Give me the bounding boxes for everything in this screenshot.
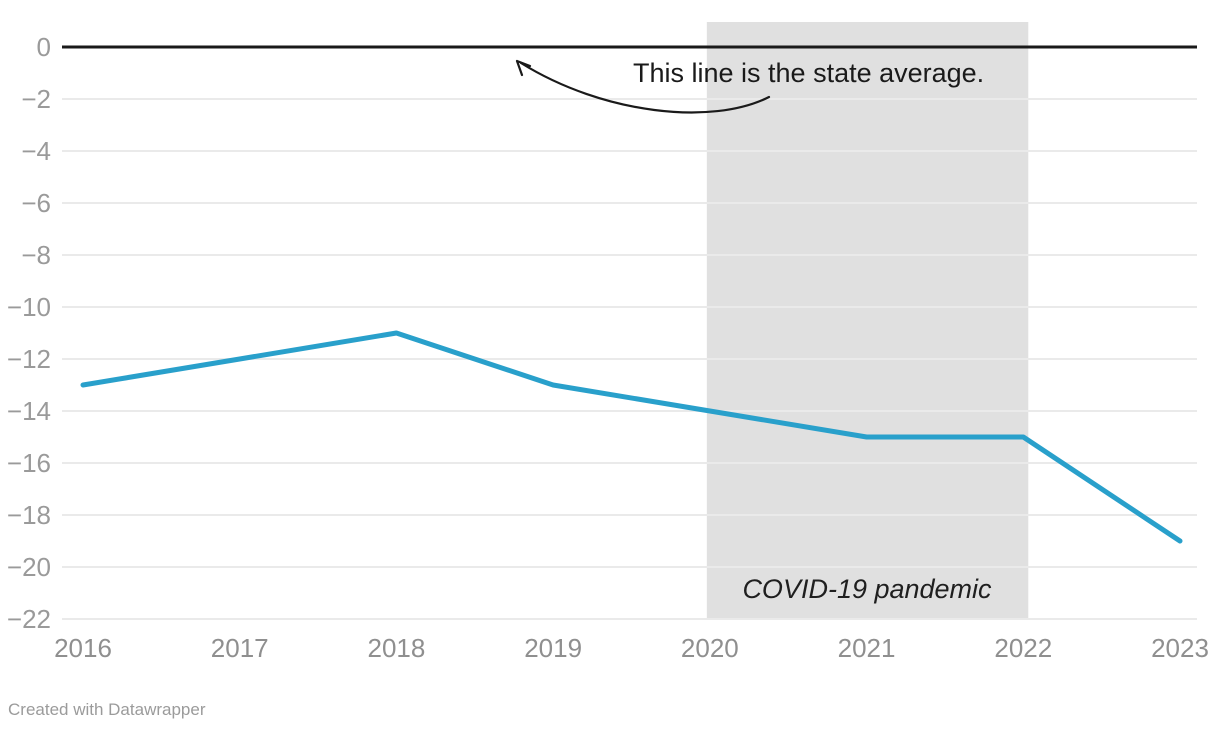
series-path <box>80 330 1183 544</box>
y-tick-label: −16 <box>7 448 51 478</box>
x-tick-label: 2020 <box>681 633 739 663</box>
range-highlight-label: COVID-19 pandemic <box>742 574 992 604</box>
x-tick-label: 2018 <box>368 633 426 663</box>
datawrapper-credit-link[interactable]: Created with Datawrapper <box>8 700 206 719</box>
x-tick-label: 2023 <box>1151 633 1209 663</box>
x-tick-label: 2022 <box>994 633 1052 663</box>
y-tick-label: −6 <box>21 188 51 218</box>
y-tick-label: 0 <box>37 32 51 62</box>
zero-line-annotation: This line is the state average. <box>633 58 984 88</box>
x-axis-labels: 2016 2017 2018 2019 2020 2021 2022 2023 <box>54 633 1209 663</box>
y-tick-label: −12 <box>7 344 51 374</box>
y-tick-label: −22 <box>7 604 51 634</box>
y-tick-label: −18 <box>7 500 51 530</box>
data-series-line <box>80 330 1183 544</box>
covid-band <box>706 22 1029 619</box>
x-tick-label: 2019 <box>524 633 582 663</box>
x-tick-label: 2017 <box>211 633 269 663</box>
y-tick-label: −8 <box>21 240 51 270</box>
y-tick-label: −2 <box>21 84 51 114</box>
y-tick-label: −10 <box>7 292 51 322</box>
y-axis-labels: 0 −2 −4 −6 −8 −10 −12 −14 −16 −18 −20 −22 <box>7 32 51 634</box>
range-highlight-band <box>706 22 1029 619</box>
y-tick-label: −4 <box>21 136 51 166</box>
y-tick-label: −20 <box>7 552 51 582</box>
x-tick-label: 2021 <box>838 633 896 663</box>
y-tick-label: −14 <box>7 396 51 426</box>
x-tick-label: 2016 <box>54 633 112 663</box>
annotation-arrow <box>515 59 771 114</box>
